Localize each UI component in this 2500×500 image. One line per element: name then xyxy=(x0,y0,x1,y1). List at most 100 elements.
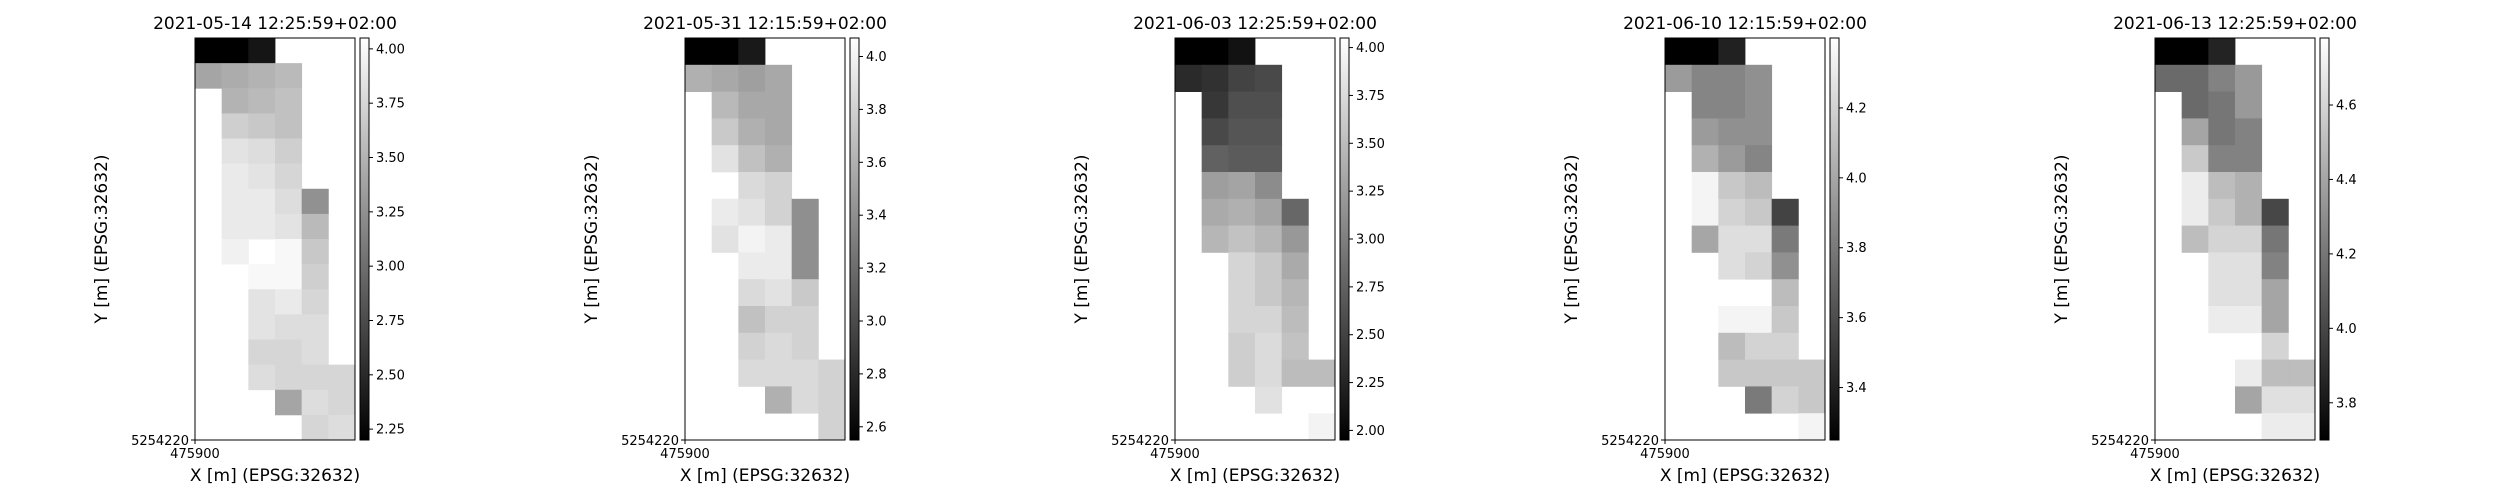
heatmap-cell xyxy=(2208,38,2236,66)
heatmap-cell xyxy=(248,339,276,366)
colorbar-tick-label: 3.6 xyxy=(1846,311,1867,326)
heatmap-cell xyxy=(1281,225,1309,253)
heatmap-cell xyxy=(765,91,793,119)
heatmap-cell xyxy=(1771,225,1799,253)
heatmap-cell xyxy=(685,64,713,92)
axes-frame xyxy=(194,37,356,441)
heatmap-cell xyxy=(275,63,303,89)
heatmap-cell xyxy=(1691,91,1719,119)
heatmap-cell xyxy=(1771,306,1799,334)
colorbar-tick-label: 3.2 xyxy=(866,262,887,277)
heatmap-cell xyxy=(1201,118,1229,146)
heatmap-cell xyxy=(738,145,766,173)
heatmap-cell xyxy=(1691,38,1719,66)
heatmap-cell xyxy=(248,63,276,89)
x-tick-label: 475900 xyxy=(1640,447,1690,462)
colorbar-tick-label: 3.4 xyxy=(866,209,887,224)
heatmap-cell xyxy=(1718,64,1746,92)
heatmap-cell xyxy=(1281,252,1309,280)
heatmap-cell xyxy=(738,306,766,334)
heatmap-cell xyxy=(275,264,303,290)
heatmap-cell xyxy=(2235,252,2263,280)
x-tick-label: 475900 xyxy=(660,447,710,462)
y-tick-label: 5254220 xyxy=(1601,434,1659,449)
heatmap-cell xyxy=(2181,91,2209,119)
heatmap-cell xyxy=(248,38,276,64)
y-axis-label: Y [m] (EPSG:32632) xyxy=(2052,154,2072,324)
heatmap-cell xyxy=(2261,413,2289,441)
heatmap-cell xyxy=(738,38,766,66)
heatmap-cell xyxy=(1201,172,1229,200)
heatmap-cell xyxy=(2235,118,2263,146)
x-axis-label: X [m] (EPSG:32632) xyxy=(1170,466,1340,486)
heatmap-cell xyxy=(1308,359,1336,387)
colorbar-tick-label: 2.8 xyxy=(866,367,887,382)
heatmap-cell xyxy=(1745,332,1773,360)
heatmap-cell xyxy=(1228,145,1256,173)
heatmap-cell xyxy=(2181,172,2209,200)
heatmap-cell xyxy=(765,64,793,92)
colorbar-tick-label: 3.25 xyxy=(376,205,405,220)
heatmap-cell xyxy=(1228,252,1256,280)
colorbar-tick-label: 3.75 xyxy=(376,97,405,112)
heatmap-cell xyxy=(2208,225,2236,253)
heatmap-cell xyxy=(1745,252,1773,280)
heatmap-cell xyxy=(221,63,249,89)
heatmap-cell xyxy=(1228,38,1256,66)
heatmap-cell xyxy=(328,389,356,416)
heatmap-cell xyxy=(738,252,766,280)
heatmap-cell xyxy=(1201,198,1229,226)
heatmap-cell xyxy=(818,413,846,441)
colorbar xyxy=(849,37,860,441)
heatmap-cell xyxy=(1255,386,1283,414)
heatmap-cell xyxy=(221,138,249,165)
heatmap-cell xyxy=(2181,38,2209,66)
heatmap-cell xyxy=(2235,386,2263,414)
heatmap-cell xyxy=(195,63,223,89)
heatmap-cell xyxy=(765,145,793,173)
heatmap-cell xyxy=(195,38,223,64)
heatmap-cell xyxy=(791,306,819,334)
chart-title: 2021-05-14 12:25:59+02:00 xyxy=(153,14,397,34)
heatmap-cell xyxy=(301,213,329,240)
heatmap-cell xyxy=(1201,38,1229,66)
axes-frame xyxy=(1174,37,1336,441)
heatmap-cell xyxy=(1798,359,1826,387)
heatmap-cell xyxy=(711,38,739,66)
heatmap-cell xyxy=(301,264,329,290)
heatmap-cell xyxy=(1745,118,1773,146)
heatmap-cell xyxy=(1718,359,1746,387)
heatmap-cell xyxy=(711,91,739,119)
heatmap-cell xyxy=(221,163,249,190)
heatmap-cell xyxy=(738,332,766,360)
heatmap-cell xyxy=(711,225,739,253)
heatmap-cell xyxy=(1228,64,1256,92)
heatmap-cell xyxy=(2235,91,2263,119)
colorbar-tick-label: 4.0 xyxy=(866,50,887,65)
heatmap-cell xyxy=(2208,172,2236,200)
heatmap-cell xyxy=(2288,413,2316,441)
heatmap-cell xyxy=(221,213,249,240)
colorbar-tick-label: 4.0 xyxy=(2336,322,2357,337)
heatmap-cell xyxy=(275,88,303,114)
heatmap-cell xyxy=(738,279,766,307)
heatmap-cell xyxy=(1281,198,1309,226)
heatmap-cell xyxy=(301,339,329,366)
x-tick-label: 475900 xyxy=(170,447,220,462)
heatmap-cell xyxy=(711,118,739,146)
x-axis-label: X [m] (EPSG:32632) xyxy=(680,466,850,486)
heatmap-cell xyxy=(2208,198,2236,226)
x-tick-label: 475900 xyxy=(2130,447,2180,462)
heatmap-cell xyxy=(248,314,276,340)
heatmap-cell xyxy=(1201,145,1229,173)
axes-frame xyxy=(684,37,846,441)
heatmap-cell xyxy=(2208,306,2236,334)
heatmap-cell xyxy=(1745,225,1773,253)
y-axis-label: Y [m] (EPSG:32632) xyxy=(92,154,112,324)
heatmap-cell xyxy=(1255,145,1283,173)
heatmap-cell xyxy=(2208,252,2236,280)
colorbar-tick-label: 2.50 xyxy=(376,368,405,383)
heatmap-cell xyxy=(1691,225,1719,253)
heatmap-cell xyxy=(1718,252,1746,280)
